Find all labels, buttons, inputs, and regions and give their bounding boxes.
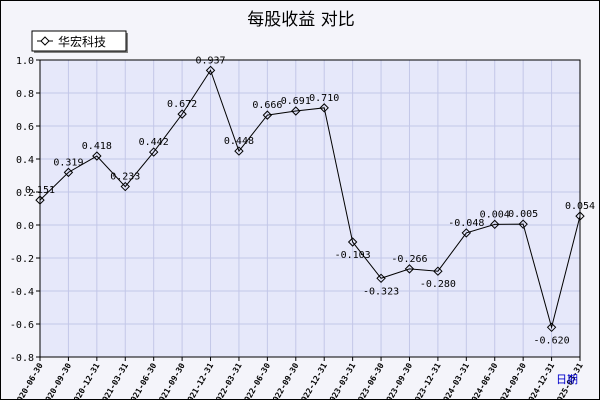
x-tick-label: 2022-06-30 [240, 361, 272, 400]
x-tick-label: 2020-06-30 [13, 361, 45, 400]
y-tick-label: 0.2 [16, 188, 34, 199]
data-label: 0.710 [309, 93, 339, 104]
x-axis-label: 日期 [556, 373, 578, 386]
data-label: -0.280 [420, 279, 456, 290]
y-tick-label: 1.0 [16, 56, 34, 67]
y-tick-label: -0.4 [10, 287, 34, 298]
data-label: 0.004 [480, 209, 510, 220]
y-tick-label: -0.8 [10, 353, 34, 364]
legend-marker-icon [40, 36, 50, 46]
legend-entry: 华宏科技 [58, 34, 106, 49]
x-tick-label: 2023-12-31 [411, 361, 443, 400]
x-tick-label: 2021-03-31 [98, 361, 130, 400]
data-label: -0.620 [534, 335, 570, 346]
data-label: -0.323 [363, 286, 399, 297]
data-label: 0.937 [195, 55, 225, 66]
x-tick-label: 2022-09-30 [269, 361, 301, 400]
data-point [262, 110, 273, 120]
x-tick-label: 2022-12-31 [297, 361, 329, 400]
x-tick-label: 2023-03-31 [325, 361, 357, 400]
y-tick-label: -0.2 [10, 254, 34, 265]
data-point [404, 264, 415, 274]
x-tick-label: 2021-09-30 [155, 361, 187, 400]
data-label: 0.672 [167, 99, 197, 110]
series-line [39, 69, 581, 330]
data-point [433, 266, 443, 276]
data-label: 0.319 [53, 157, 83, 168]
data-label: 0.054 [565, 201, 595, 212]
data-point [546, 322, 557, 333]
x-tick-label: 2024-06-30 [468, 361, 500, 400]
data-label: 0.418 [82, 141, 112, 152]
data-point [376, 273, 386, 284]
x-tick-label: 2021-06-30 [127, 361, 159, 400]
x-tick-label: 2024-12-31 [524, 361, 556, 400]
legend-box [31, 30, 127, 52]
data-point [461, 228, 472, 238]
data-point [205, 65, 216, 76]
chart-title: 每股收益 对比 [247, 10, 355, 30]
x-tick-label: 2020-12-31 [70, 361, 102, 400]
data-point [490, 219, 500, 230]
data-point [234, 146, 244, 156]
data-point [347, 237, 358, 247]
y-tick-label: 0.0 [16, 221, 34, 232]
x-tick-label: 2023-06-30 [354, 361, 386, 400]
data-point [120, 181, 130, 192]
data-point [92, 151, 102, 161]
data-point [319, 103, 329, 113]
x-tick-label: 2024-09-30 [496, 361, 528, 400]
data-point [575, 211, 585, 221]
data-label: 0.151 [25, 185, 55, 196]
data-label: 0.448 [224, 136, 254, 147]
y-tick-label: 0.4 [16, 155, 34, 166]
y-tick-label: -0.6 [10, 320, 34, 331]
x-tick-label: 2021-12-31 [183, 361, 215, 400]
data-point [148, 147, 159, 157]
data-label: 0.005 [508, 209, 538, 220]
data-label: -0.103 [335, 250, 371, 261]
data-label: -0.266 [391, 254, 427, 265]
y-tick-label: 0.6 [16, 122, 34, 133]
x-tick-label: 2020-09-30 [41, 361, 73, 400]
data-point [177, 109, 187, 119]
x-tick-label: 2022-03-31 [212, 361, 244, 400]
data-point [35, 195, 45, 205]
data-point [518, 219, 528, 229]
data-label: 0.666 [252, 100, 282, 111]
data-label: 0.691 [281, 96, 311, 107]
data-label: 0.233 [110, 172, 140, 183]
data-label: 0.442 [139, 137, 169, 148]
plot-border [39, 59, 581, 358]
data-point [63, 167, 74, 178]
x-tick-label: 2024-03-31 [439, 361, 471, 400]
data-point [291, 106, 301, 116]
data-label: -0.048 [448, 218, 484, 229]
y-tick-label: 0.8 [16, 89, 34, 100]
x-tick-label: 2023-09-30 [382, 361, 414, 400]
